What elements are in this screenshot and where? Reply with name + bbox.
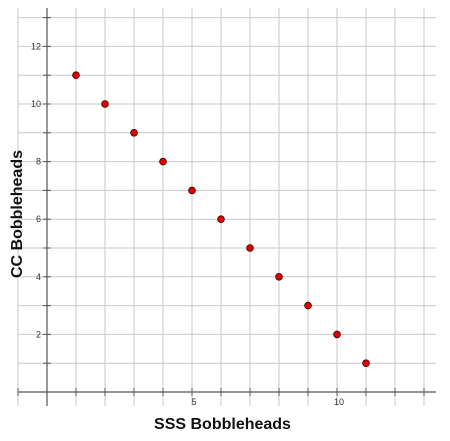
data-point <box>217 215 225 224</box>
data-point <box>246 244 254 252</box>
data-point <box>333 330 341 339</box>
data-point <box>159 157 167 166</box>
tick-labels: 2 4 6 8 10 12 5 10 <box>31 41 344 407</box>
data-point <box>101 100 109 108</box>
y-tick-label: 2 <box>36 329 41 339</box>
y-tick-label: 8 <box>36 157 41 167</box>
y-axis-label: CC Bobbleheads <box>9 150 26 279</box>
data-point <box>72 71 80 79</box>
x-axis-label: SSS Bobbleheads <box>154 416 291 433</box>
data-point <box>275 272 283 281</box>
y-tick-label: 6 <box>36 214 41 224</box>
y-tick-label: 12 <box>31 41 41 51</box>
y-tick-label: 4 <box>36 272 41 282</box>
data-point <box>188 186 196 195</box>
x-tick-label: 10 <box>334 397 344 407</box>
axes <box>17 8 436 406</box>
data-points <box>72 71 370 368</box>
data-point <box>362 359 370 368</box>
x-tick-label: 5 <box>191 397 196 407</box>
data-point <box>304 301 312 310</box>
data-point <box>130 129 138 137</box>
grid-lines <box>17 8 436 406</box>
y-tick-label: 10 <box>31 99 41 109</box>
